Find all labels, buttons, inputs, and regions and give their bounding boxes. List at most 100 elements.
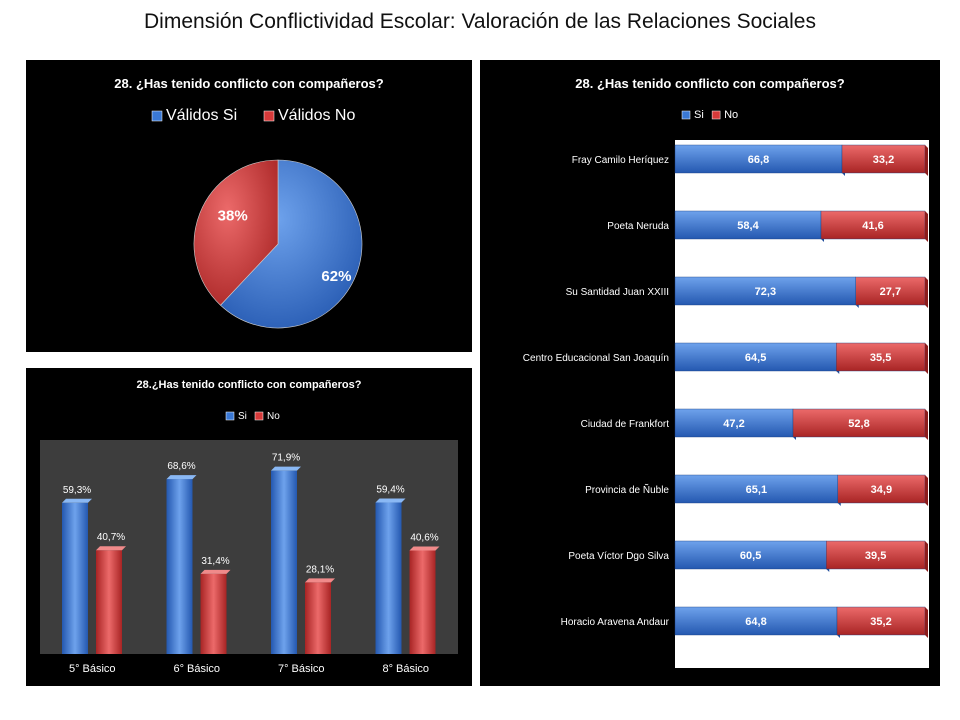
grade-data-label-no-0: 40,7%	[97, 532, 125, 543]
pie-slice-si	[220, 159, 363, 329]
grade-bar-si-1	[166, 479, 193, 654]
legend-swatch-si	[681, 110, 691, 120]
school-tick-label-6: Poeta Víctor Dgo Silva	[568, 551, 669, 562]
grade-tick-label-0: 5° Básico	[69, 663, 116, 675]
pie-slices: 62% 38%	[193, 159, 363, 329]
school-data-label-si-2: 72,3	[755, 286, 776, 298]
grade-bar-no-0	[96, 550, 122, 654]
school-data-label-si-0: 66,8	[748, 154, 769, 166]
grade-bar-top-si-3	[375, 498, 406, 503]
school-data-label-no-3: 35,5	[870, 352, 891, 364]
grade-data-label-si-0: 59,3%	[63, 485, 91, 496]
school-data-label-no-0: 33,2	[873, 154, 894, 166]
school-data-label-no-2: 27,7	[880, 286, 901, 298]
grade-legend: Si No	[225, 411, 280, 422]
school-legend: Si No	[681, 109, 738, 121]
school-bar-si-3	[674, 342, 837, 372]
school-bar-side-no-2	[925, 277, 928, 308]
school-tick-label-4: Ciudad de Frankfort	[581, 419, 670, 430]
grade-bars: 59,3% 40,7% 5° Básico 68,6% 31,4% 6° Básico 71…	[62, 453, 440, 675]
legend-swatch-si	[225, 411, 235, 421]
school-data-label-no-1: 41,6	[862, 220, 883, 232]
school-bar-no-5	[837, 474, 926, 504]
page-title: Dimensión Conflictividad Escolar: Valora…	[144, 10, 816, 33]
school-bar-no-6	[826, 540, 926, 570]
school-data-label-no-6: 39,5	[865, 550, 886, 562]
grade-bar-no-1	[200, 573, 227, 654]
school-bar-no-4	[792, 408, 926, 438]
school-chart-title: 28. ¿Has tenido conflicto con compañeros…	[575, 76, 844, 91]
school-bar-no-1	[820, 210, 926, 240]
school-bar-no-2	[855, 276, 926, 306]
school-bar-no-3	[836, 342, 926, 372]
school-data-label-no-5: 34,9	[871, 484, 892, 496]
legend-label-si: Si	[694, 109, 704, 121]
school-bar-si-5	[674, 474, 838, 504]
grade-data-label-no-2: 28,1%	[306, 564, 334, 575]
grade-bar-top-no-3	[409, 546, 440, 551]
grade-bar-no-2	[305, 582, 331, 654]
legend-label-si: Válidos Si	[166, 107, 237, 124]
school-bar-si-1	[674, 210, 822, 240]
school-data-label-no-7: 35,2	[870, 616, 891, 628]
school-tick-label-3: Centro Educacional San Joaquín	[523, 353, 669, 364]
grade-data-label-no-3: 40,6%	[410, 532, 438, 543]
legend-swatch-no	[254, 411, 264, 421]
school-data-label-si-5: 65,1	[746, 484, 767, 496]
legend-swatch-no	[711, 110, 721, 120]
pie-chart-panel: 28. ¿Has tenido conflicto con compañeros…	[26, 60, 472, 352]
school-bar-side-no-6	[925, 541, 928, 572]
school-data-label-si-7: 64,8	[745, 616, 766, 628]
school-bar-side-no-0	[925, 145, 928, 176]
school-tick-label-7: Horacio Aravena Andaur	[561, 617, 670, 628]
grade-bar-chart-panel: 28.¿Has tenido conflicto con compañeros?…	[26, 368, 472, 686]
grade-tick-label-1: 6° Básico	[173, 663, 220, 675]
grade-bar-no-3	[409, 550, 436, 654]
grade-data-label-no-1: 31,4%	[201, 556, 229, 567]
school-bar-chart-panel: 28. ¿Has tenido conflicto con compañeros…	[480, 60, 940, 686]
grade-bar-top-si-0	[62, 498, 92, 503]
school-bar-side-no-5	[925, 475, 928, 506]
grade-data-label-si-2: 71,9%	[272, 453, 300, 464]
school-data-label-si-1: 58,4	[737, 220, 759, 232]
grade-bar-si-3	[375, 502, 402, 654]
pie-data-label-si: 62%	[321, 268, 351, 285]
school-bar-side-no-1	[925, 211, 928, 242]
legend-label-no: No	[724, 109, 738, 121]
school-data-label-si-6: 60,5	[740, 550, 761, 562]
grade-tick-label-3: 8° Básico	[382, 663, 429, 675]
school-bar-side-no-4	[925, 409, 928, 440]
school-bars: 66,8 33,2 Fray Camilo Heríquez 58,4 41,6 Poet…	[523, 144, 928, 638]
school-bar-side-no-3	[925, 343, 928, 374]
school-bar-si-2	[674, 276, 856, 306]
legend-swatch-si	[151, 110, 163, 122]
grade-bar-top-no-1	[200, 569, 231, 574]
pie-chart: 28. ¿Has tenido conflicto con compañeros…	[114, 76, 384, 329]
school-bar-si-7	[674, 606, 838, 636]
pie-chart-title: 28. ¿Has tenido conflicto con compañeros…	[114, 76, 383, 91]
school-data-label-si-4: 47,2	[723, 418, 744, 430]
grade-data-label-si-3: 59,4%	[376, 485, 404, 496]
legend-label-no: No	[267, 411, 280, 422]
grade-bar-si-0	[62, 502, 88, 654]
legend-label-si: Si	[238, 411, 247, 422]
grade-bar-si-2	[271, 470, 297, 654]
school-bar-no-0	[841, 144, 926, 174]
pie-slice-no	[193, 159, 279, 306]
school-data-label-si-3: 64,5	[745, 352, 766, 364]
grade-bar-chart: 28.¿Has tenido conflicto con compañeros?…	[40, 379, 458, 675]
legend-swatch-no	[263, 110, 275, 122]
grade-data-label-si-1: 68,6%	[167, 461, 195, 472]
grade-bar-top-no-0	[96, 546, 126, 551]
school-bar-side-no-7	[925, 607, 928, 638]
school-bar-si-6	[674, 540, 827, 570]
legend-label-no: Válidos No	[278, 107, 355, 124]
school-bar-no-7	[836, 606, 926, 636]
grade-bar-top-si-1	[166, 475, 197, 480]
grade-bar-top-no-2	[305, 578, 335, 583]
grade-bar-top-si-2	[271, 466, 301, 471]
school-bar-chart: 28. ¿Has tenido conflicto con compañeros…	[523, 76, 929, 668]
grade-chart-title: 28.¿Has tenido conflicto con compañeros?	[137, 379, 362, 391]
school-tick-label-0: Fray Camilo Heríquez	[572, 155, 669, 166]
school-tick-label-2: Su Santidad Juan XXIII	[566, 287, 669, 298]
